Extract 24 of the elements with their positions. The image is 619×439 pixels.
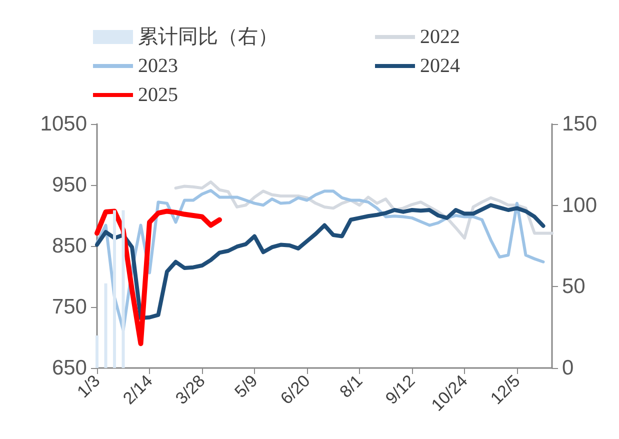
legend-label: 2022 (420, 26, 460, 48)
bar (96, 335, 98, 368)
x-tick-label: 5/9 (231, 371, 262, 402)
x-tick-label: 8/1 (336, 371, 366, 402)
legend-label: 累计同比（右） (138, 26, 278, 48)
y2-tick-label: 50 (562, 275, 586, 298)
y2-tick-label: 0 (562, 356, 574, 380)
bar (104, 283, 108, 368)
x-tick-label: 6/20 (276, 371, 314, 408)
y-tick-label: 1050 (40, 112, 87, 136)
y-tick-label: 650 (52, 356, 87, 380)
y-tick-label: 950 (52, 174, 87, 196)
bar (113, 210, 116, 368)
y-tick-label: 850 (52, 234, 87, 258)
legend-label: 2025 (138, 84, 178, 106)
line-series (95, 203, 546, 320)
bar (122, 210, 125, 368)
legend-label: 2023 (138, 55, 178, 77)
x-tick-label: 9/12 (382, 371, 419, 408)
x-tick-label: 3/28 (172, 371, 209, 408)
y-tick-label: 750 (52, 296, 87, 318)
legend-label: 2024 (420, 55, 460, 77)
y2-tick-label: 150 (562, 112, 598, 136)
y2-tick-label: 100 (562, 194, 598, 217)
